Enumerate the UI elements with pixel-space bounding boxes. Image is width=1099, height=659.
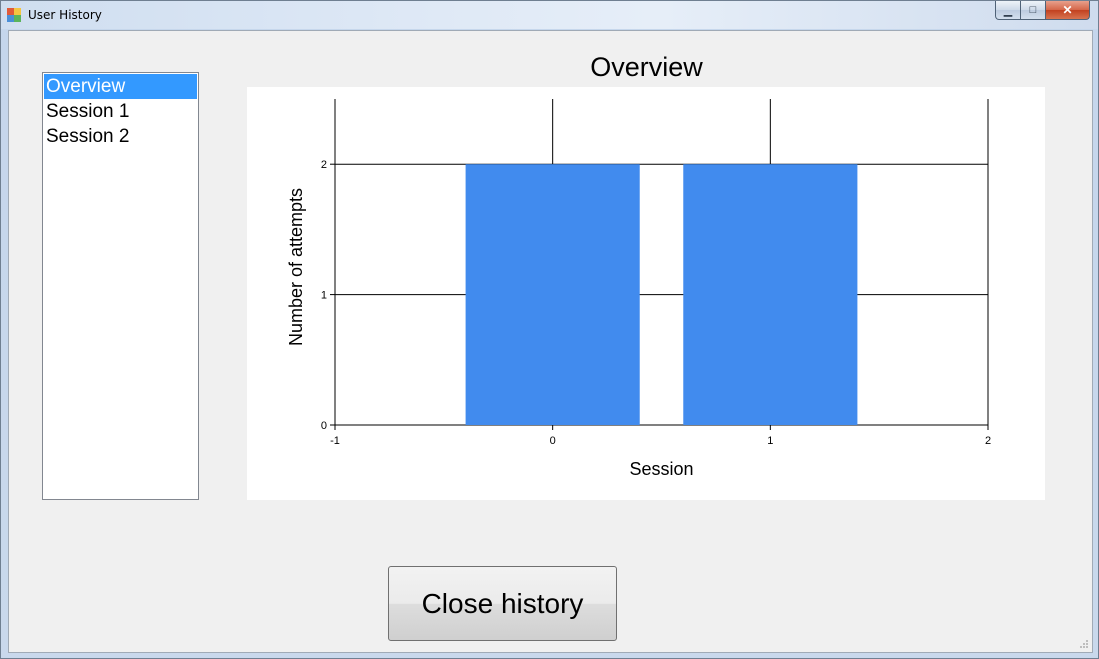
- minimize-button[interactable]: ▁: [995, 1, 1021, 20]
- maximize-button[interactable]: □: [1021, 1, 1046, 20]
- close-window-button[interactable]: ✕: [1046, 1, 1090, 20]
- bar: [683, 164, 858, 425]
- x-tick-label: 0: [550, 435, 556, 447]
- title-bar[interactable]: User History ▁ □ ✕: [1, 1, 1098, 29]
- close-history-button[interactable]: Close history: [388, 566, 617, 641]
- session-list[interactable]: Overview Session 1 Session 2: [42, 72, 199, 500]
- x-axis-label: Session: [629, 459, 693, 479]
- app-icon[interactable]: [7, 8, 21, 22]
- x-tick-label: 1: [767, 435, 773, 447]
- minimize-icon: ▁: [1003, 4, 1013, 17]
- x-tick-label: -1: [330, 435, 340, 447]
- chart-title: Overview: [590, 52, 703, 82]
- window-title: User History: [28, 8, 102, 22]
- chart-area: 0 1 2 -1 0 1 2 Session Number of attempts: [247, 87, 1045, 500]
- bar: [465, 164, 640, 425]
- list-item-session-1[interactable]: Session 1: [46, 101, 130, 122]
- maximize-icon: □: [1029, 4, 1037, 16]
- resize-grip-icon[interactable]: [1079, 639, 1089, 649]
- y-tick-label: 2: [321, 159, 327, 171]
- close-icon: ✕: [1062, 3, 1073, 17]
- y-tick-label: 1: [321, 290, 327, 302]
- list-item-session-2[interactable]: Session 2: [46, 126, 130, 147]
- list-item-overview[interactable]: Overview: [44, 74, 197, 99]
- client-area: Overview Session 1 Session 2 Overview 0 1…: [8, 30, 1093, 653]
- y-axis-label: Number of attempts: [286, 188, 306, 346]
- x-tick-label: 2: [985, 435, 991, 447]
- y-tick-label: 0: [321, 420, 327, 432]
